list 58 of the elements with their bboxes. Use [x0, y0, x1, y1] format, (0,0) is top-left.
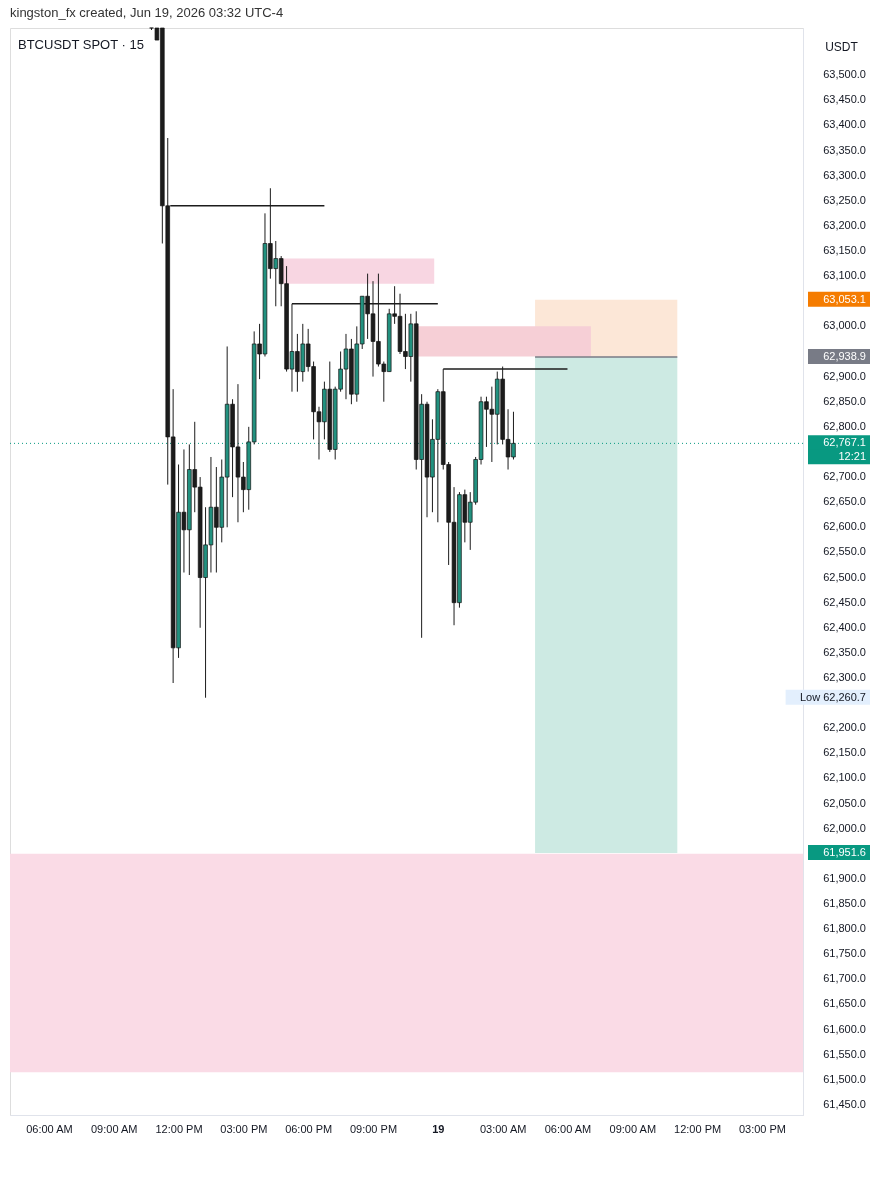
y-tick-label: 63,000.0: [823, 319, 866, 332]
y-tick-label: 62,500.0: [823, 570, 866, 583]
x-tick-label: 06:00 AM: [544, 1122, 592, 1135]
x-tick-label: 06:00 AM: [26, 1122, 73, 1135]
y-tick-label: 61,450.0: [823, 1097, 866, 1110]
y-tick-label: 62,700.0: [823, 470, 866, 483]
x-tick-label: 03:00 AM: [479, 1122, 527, 1135]
text: 63,053.1: [823, 292, 866, 305]
y-tick-label: 63,350.0: [823, 143, 866, 156]
y-tick-label: 61,500.0: [823, 1072, 866, 1085]
x-tick-label: 09:00 AM: [609, 1122, 657, 1135]
y-tick-label: 62,800.0: [823, 419, 866, 432]
x-tick-label: 03:00 PM: [738, 1122, 786, 1135]
y-tick-label: 61,700.0: [823, 972, 866, 985]
x-tick-label: 03:00 PM: [220, 1122, 268, 1135]
y-tick-label: 63,100.0: [823, 269, 866, 282]
y-tick-label: 61,550.0: [823, 1047, 866, 1060]
y-tick-label: 62,650.0: [823, 495, 866, 508]
x-tick-label: 12:00 PM: [155, 1122, 203, 1135]
x-tick-label: 19: [432, 1122, 445, 1135]
y-tick-label: 61,650.0: [823, 997, 866, 1010]
y-tick-label: 62,150.0: [823, 746, 866, 759]
y-axis-title: USDT: [825, 39, 859, 54]
x-tick-label: 12:00 PM: [674, 1122, 722, 1135]
y-tick-label: 62,000.0: [823, 821, 866, 834]
text: 12:21: [838, 450, 866, 463]
y-tick-label: 61,600.0: [823, 1022, 866, 1035]
y-tick-label: 61,850.0: [823, 897, 866, 910]
y-tick-label: 62,100.0: [823, 771, 866, 784]
y-tick-label: 62,900.0: [823, 369, 866, 382]
ref-line-label: 62,767.1: [823, 436, 866, 449]
y-tick-label: 63,300.0: [823, 168, 866, 181]
annotation: Low 62,260.7: [799, 690, 866, 703]
text: kingston_fx created, Jun 19, 2026 03:32 UTC-4: [10, 5, 284, 20]
y-tick-label: 62,350.0: [823, 645, 866, 658]
text: 62,938.9: [823, 350, 866, 363]
y-tick-label: 62,450.0: [823, 595, 866, 608]
x-tick-label: 06:00 PM: [285, 1122, 333, 1135]
y-tick-label: 61,800.0: [823, 922, 866, 935]
y-tick-label: 63,150.0: [823, 244, 866, 257]
x-tick-label: 09:00 PM: [349, 1122, 398, 1135]
y-tick-label: 63,200.0: [823, 218, 866, 231]
y-tick-label: 61,900.0: [823, 871, 866, 884]
text: BTCUSDT SPOT · 15: [18, 37, 144, 52]
x-tick-label: 09:00 AM: [90, 1122, 138, 1135]
y-tick-label: 63,250.0: [823, 193, 866, 206]
y-tick-label: 63,450.0: [823, 93, 866, 106]
y-tick-label: 62,550.0: [823, 545, 866, 558]
text: 61,951.6: [823, 845, 866, 858]
y-tick-label: 62,600.0: [823, 520, 866, 533]
y-tick-label: 61,750.0: [823, 947, 866, 960]
y-tick-label: 62,200.0: [823, 721, 866, 734]
y-tick-label: 63,500.0: [823, 68, 866, 81]
y-tick-label: 62,300.0: [823, 670, 866, 683]
y-tick-label: 62,850.0: [823, 394, 866, 407]
y-tick-label: 62,050.0: [823, 796, 866, 809]
y-tick-label: 62,400.0: [823, 620, 866, 633]
y-tick-label: 63,400.0: [823, 118, 866, 131]
